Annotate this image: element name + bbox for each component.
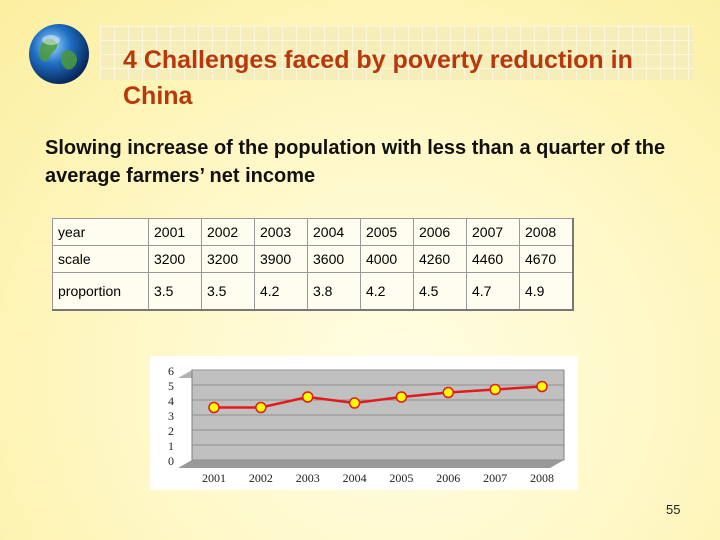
y-tick-label: 4: [168, 394, 174, 408]
table-cell: 4.2: [360, 272, 414, 311]
row-label: scale: [52, 245, 149, 273]
line-chart: 0 1 2 3 4 5 6 2001 2002 2003 2004 2005 2006 2007 2008: [150, 356, 578, 490]
table-cell: 4670: [519, 245, 574, 273]
table-cell: 3200: [148, 245, 202, 273]
table-row: year 2001 2002 2003 2004 2005 2006 2007 2008: [52, 218, 574, 246]
data-point: [395, 391, 408, 403]
x-tick-label: 2002: [249, 471, 273, 485]
data-point: [348, 397, 361, 409]
table-cell: 3.8: [307, 272, 361, 311]
table-cell: 3200: [201, 245, 255, 273]
slide-title: 4 Challenges faced by poverty reduction …: [123, 46, 633, 110]
table-cell: 2005: [360, 218, 414, 246]
x-tick-label: 2003: [296, 471, 320, 485]
y-tick-label: 0: [168, 454, 174, 468]
page-number: 55: [666, 502, 681, 517]
table-cell: 2008: [519, 218, 574, 246]
row-label: year: [52, 218, 149, 246]
table-cell: 2007: [466, 218, 520, 246]
y-tick-label: 1: [168, 439, 174, 453]
title-band: [100, 26, 694, 80]
table-cell: 4.5: [413, 272, 467, 311]
table-cell: 3600: [307, 245, 361, 273]
x-tick-label: 2001: [202, 471, 226, 485]
y-tick-label: 5: [168, 379, 174, 393]
table-row: proportion 3.5 3.5 4.2 3.8 4.2 4.5 4.7 4.9: [52, 272, 574, 311]
row-label: proportion: [52, 272, 149, 311]
table-row: scale 3200 3200 3900 3600 4000 4260 4460 4670: [52, 245, 574, 273]
table-body: year 2001 2002 2003 2004 2005 2006 2007 2008 scal…: [52, 218, 574, 311]
y-tick-label: 2: [168, 424, 174, 438]
data-point: [255, 401, 267, 414]
table-cell: 3.5: [148, 272, 202, 311]
slide-subtitle: Slowing increase of the population with …: [45, 137, 666, 187]
x-tick-label: 2007: [483, 471, 507, 485]
data-point: [536, 380, 548, 393]
x-tick-label: 2005: [389, 471, 413, 485]
data-point: [208, 401, 220, 414]
table-cell: 4.2: [254, 272, 308, 311]
table-cell: 3.5: [201, 272, 255, 311]
table-cell: 2003: [254, 218, 308, 246]
data-point: [442, 386, 455, 399]
data-table: year 2001 2002 2003 2004 2005 2006 2007 2008 scal…: [52, 218, 574, 311]
table-cell: 4.7: [466, 272, 520, 311]
y-tick-label: 3: [168, 409, 174, 423]
table-cell: 4.9: [519, 272, 574, 311]
x-tick-label: 2004: [343, 471, 367, 485]
globe-icon: [29, 24, 89, 84]
data-point: [489, 383, 501, 396]
y-tick-label: 6: [168, 364, 174, 378]
table-cell: 2006: [413, 218, 467, 246]
table-cell: 2001: [148, 218, 202, 246]
table-cell: 2004: [307, 218, 361, 246]
table-cell: 4460: [466, 245, 520, 273]
plot-floor: [178, 460, 564, 468]
table-cell: 3900: [254, 245, 308, 273]
x-tick-label: 2008: [530, 471, 554, 485]
table-cell: 4000: [360, 245, 414, 273]
table-cell: 2002: [201, 218, 255, 246]
table-cell: 4260: [413, 245, 467, 273]
x-tick-label: 2006: [436, 471, 460, 485]
series-line: [214, 385, 543, 409]
data-point: [301, 391, 314, 403]
